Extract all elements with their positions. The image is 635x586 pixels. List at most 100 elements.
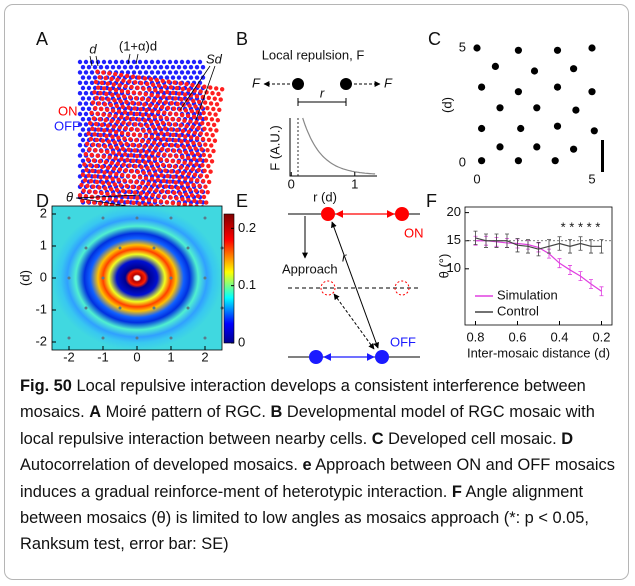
cell-dot (182, 75, 188, 80)
cell-dot (191, 59, 197, 65)
cell-dot (130, 184, 135, 190)
cell-dot (141, 86, 146, 91)
y-tick-label: 5 (459, 39, 466, 54)
cell-dot (167, 70, 173, 75)
cell-dot (85, 141, 90, 146)
cell-dot (209, 117, 215, 122)
cell-dot (160, 78, 165, 84)
cell-dot (206, 95, 212, 101)
cell-dot (140, 154, 146, 160)
cell-dot (99, 122, 105, 128)
cell-dot (154, 161, 160, 167)
caption-label: e (302, 456, 312, 475)
cell-dot (123, 126, 129, 131)
cell-dot (95, 111, 100, 116)
cell-dot (163, 100, 168, 105)
cell-dot (77, 143, 83, 148)
cell-dot (88, 163, 93, 168)
cell-point (496, 104, 504, 112)
y-tick-label: 15 (447, 232, 461, 247)
cell-dot (167, 95, 172, 100)
cell-dot (86, 173, 92, 178)
cell-dot (109, 76, 114, 82)
cell-dot (83, 70, 89, 75)
cell-dot (111, 124, 117, 129)
cell-dot (142, 76, 148, 81)
cell-dot (89, 80, 95, 86)
cell-dot (194, 162, 199, 167)
cell-dot (80, 127, 86, 132)
cell-point (572, 106, 580, 114)
cell-dot (185, 59, 191, 65)
cell-dot (106, 97, 111, 102)
on-mosaic (77, 69, 225, 220)
cell-point (491, 62, 499, 70)
cell-dot (163, 142, 169, 147)
cell-dot (211, 148, 216, 154)
force-curve (302, 117, 376, 175)
cell-dot (117, 167, 123, 172)
x-tick-label: 0.6 (508, 329, 526, 344)
cell-dot (120, 172, 125, 178)
cell-dot (86, 75, 92, 80)
heatmap (52, 206, 222, 350)
cell-dot (166, 163, 172, 168)
cell-dot (152, 65, 158, 70)
cell-dot (191, 182, 196, 188)
cell-dot (98, 90, 103, 96)
panel-label: B (236, 29, 248, 49)
force-label: F (384, 75, 393, 90)
cell-dot (206, 137, 212, 143)
cell-dot (80, 106, 86, 112)
cell-dot (141, 128, 146, 133)
cell-dot (121, 162, 126, 167)
colorbar-tick-label: 0 (238, 334, 245, 349)
cell-dot (107, 155, 112, 160)
cell-dot (132, 190, 138, 195)
cell-dot (119, 130, 125, 136)
on-cell (395, 207, 409, 221)
cell-dot (90, 126, 95, 131)
cell-dot (197, 115, 203, 120)
cell-dot (194, 120, 199, 125)
cell-dot (80, 117, 86, 122)
cell-point (590, 127, 598, 135)
cell-dot (94, 137, 100, 143)
cell-dot (197, 70, 203, 75)
cell-dot (210, 90, 215, 96)
caption-label: Fig. 50 (20, 377, 72, 395)
cell-dot (131, 200, 136, 206)
cell-dot (131, 59, 137, 65)
cell-point (553, 83, 562, 91)
cell-dot (176, 201, 181, 207)
cell-dot (205, 147, 210, 153)
cell-dot (203, 184, 208, 189)
y-tick-label: 1 (40, 237, 47, 252)
cell-dot (100, 96, 105, 101)
panel-label: A (36, 29, 48, 49)
cell-dot (184, 166, 190, 171)
cell-dot (80, 158, 86, 163)
cell-dot (158, 65, 164, 70)
cell-dot (87, 120, 93, 126)
cell-dot (145, 165, 150, 171)
caption-label: B (270, 403, 283, 422)
cell-dot (140, 112, 146, 118)
cell-dot (111, 166, 117, 171)
cell-dot (133, 80, 138, 85)
cell-dot (168, 127, 174, 132)
cell-dot (183, 108, 189, 113)
cell-dot (197, 141, 202, 146)
cell-dot (93, 121, 99, 127)
cell-dot (80, 198, 85, 204)
cell-dot (192, 130, 198, 135)
cell-dot (194, 94, 200, 99)
cell-dot (124, 183, 129, 189)
y-tick-label: 10 (447, 260, 461, 275)
cell-dot (182, 65, 188, 70)
cell-dot (137, 91, 142, 96)
lattice-dot (186, 246, 190, 250)
cell-dot (159, 173, 164, 178)
cell-dot (144, 191, 150, 197)
cell-dot (99, 148, 104, 154)
